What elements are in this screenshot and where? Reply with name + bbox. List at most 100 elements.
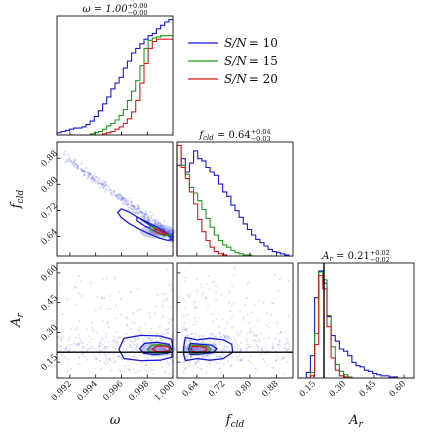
density-point: [94, 309, 97, 312]
density-point: [282, 356, 285, 359]
density-point: [113, 276, 116, 280]
density-point: [170, 233, 173, 236]
density-point: [194, 305, 197, 309]
density-point: [81, 342, 84, 345]
density-point: [94, 367, 97, 370]
density-point: [200, 293, 204, 296]
density-point: [116, 340, 119, 343]
density-point: [86, 343, 89, 346]
density-point: [187, 365, 190, 368]
density-point: [283, 342, 286, 345]
density-point: [80, 169, 83, 172]
density-point: [88, 172, 91, 176]
density-point: [194, 346, 198, 349]
density-point: [195, 347, 199, 350]
density-point: [103, 190, 106, 193]
density-point: [169, 229, 172, 232]
density-point: [76, 344, 79, 347]
density-point: [227, 360, 230, 363]
density-point: [97, 177, 100, 180]
density-point: [215, 354, 218, 358]
density-point: [230, 314, 234, 317]
density-point: [97, 182, 100, 185]
density-point: [132, 348, 135, 351]
density-point: [61, 354, 64, 357]
density-point: [137, 205, 140, 208]
density-point: [142, 217, 146, 220]
density-point: [214, 343, 217, 346]
contour-fcld_vs_omega: [154, 227, 168, 235]
density-point: [199, 283, 202, 286]
density-point: [261, 349, 264, 352]
marginal-title: Ar = 0.21+0.02 −0.02: [321, 249, 390, 264]
density-point: [65, 160, 69, 163]
density-point: [78, 320, 81, 323]
density-point: [123, 197, 126, 200]
density-point: [91, 326, 94, 329]
density-point: [127, 354, 130, 357]
density-point: [118, 355, 121, 358]
density-point: [94, 179, 97, 182]
density-point: [105, 348, 109, 351]
density-point: [212, 343, 215, 346]
density-point: [65, 347, 68, 350]
density-point: [259, 332, 262, 335]
density-point: [232, 274, 235, 277]
density-point: [241, 358, 244, 361]
density-point: [116, 195, 119, 198]
density-point: [106, 357, 109, 360]
density-point: [265, 324, 268, 327]
x-tick-label: 0.15: [298, 379, 318, 399]
density-point: [89, 172, 92, 175]
density-point: [260, 347, 264, 350]
contour-Ar_vs_omega: [138, 341, 173, 356]
density-point: [65, 345, 68, 348]
density-point: [262, 337, 266, 340]
density-point: [161, 225, 164, 228]
density-point: [139, 331, 142, 334]
density-point: [150, 215, 153, 218]
density-point: [98, 352, 101, 355]
density-point: [123, 198, 126, 202]
density-point: [240, 330, 243, 333]
density-point: [154, 336, 157, 340]
density-point: [184, 366, 187, 369]
density-point: [167, 331, 170, 335]
density-point: [155, 333, 159, 336]
density-point: [245, 348, 249, 351]
density-point: [143, 217, 146, 220]
density-point: [189, 293, 192, 296]
x-tick-label: 0.60: [388, 379, 408, 399]
density-point: [223, 347, 226, 351]
density-point: [163, 371, 167, 374]
density-point: [184, 328, 187, 331]
density-point: [123, 364, 126, 368]
density-point: [165, 338, 168, 341]
density-point: [190, 340, 193, 343]
density-point: [238, 332, 241, 335]
density-point: [95, 331, 98, 334]
density-point: [196, 289, 199, 293]
density-point: [276, 321, 279, 324]
density-point: [186, 294, 189, 297]
density-point: [277, 357, 280, 360]
density-point: [110, 191, 113, 194]
density-point: [272, 302, 275, 305]
density-point: [215, 362, 218, 365]
density-point: [100, 184, 103, 187]
density-point: [208, 363, 211, 366]
density-point: [76, 165, 79, 168]
density-point: [147, 366, 150, 369]
density-point: [64, 347, 67, 350]
density-point: [75, 163, 78, 166]
density-point: [218, 355, 221, 358]
density-point: [108, 187, 111, 190]
density-point: [75, 343, 78, 346]
density-point: [120, 195, 123, 198]
density-point: [92, 329, 95, 332]
panel-frame: [56, 262, 174, 379]
density-point: [106, 323, 109, 326]
density-point: [248, 331, 251, 335]
density-point: [92, 178, 95, 182]
density-point: [132, 206, 135, 209]
